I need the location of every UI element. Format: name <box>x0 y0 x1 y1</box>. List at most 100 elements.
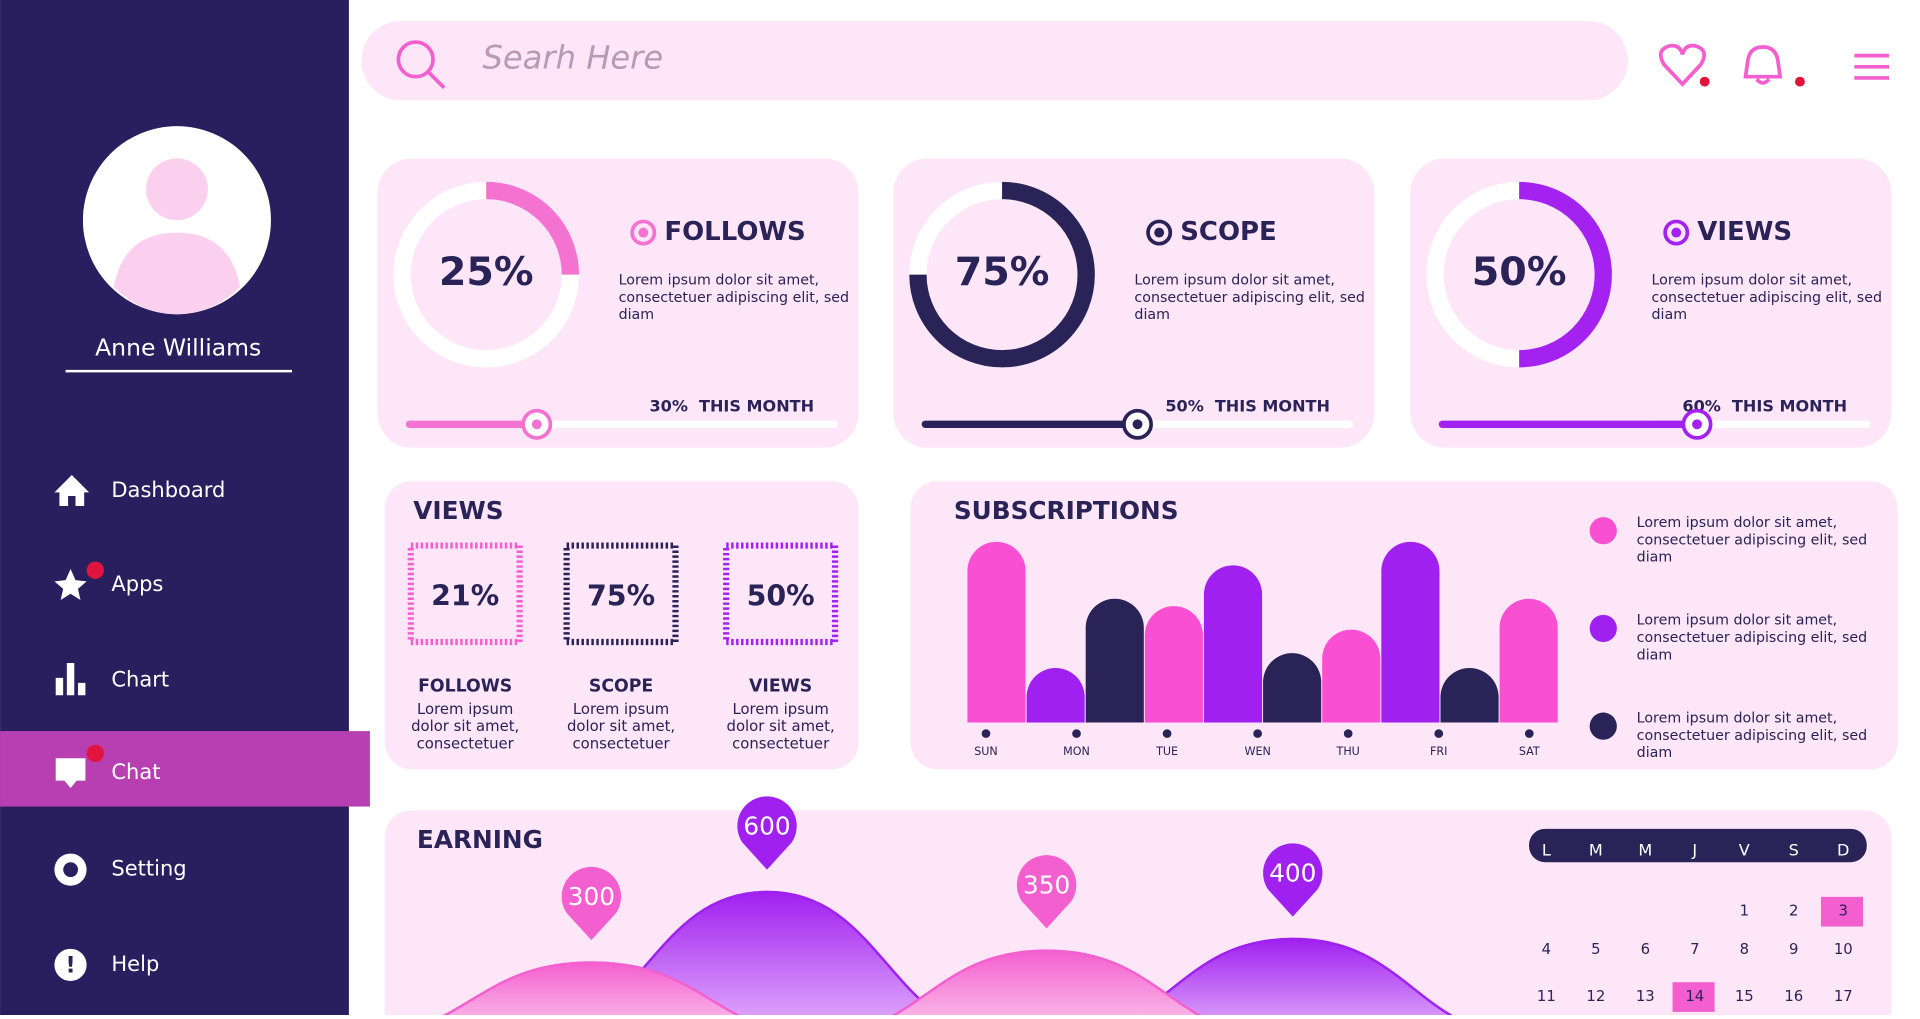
bar <box>1263 653 1322 723</box>
menu-item[interactable]: Chart <box>111 666 169 691</box>
bar <box>1322 629 1381 723</box>
marker-label: 350 <box>1023 870 1070 899</box>
day-dot <box>1434 729 1444 738</box>
calendar-day[interactable]: 5 <box>1591 941 1600 958</box>
day-dot <box>1343 729 1353 738</box>
day-dot <box>1162 729 1172 738</box>
menu-icon[interactable] <box>54 948 87 981</box>
day-highlight <box>1820 896 1864 927</box>
bar <box>1499 598 1558 723</box>
paragraph: Lorem ipsum dolor sit amet, consectetuer… <box>619 271 849 323</box>
day-dot <box>1253 729 1262 738</box>
marker-label: 600 <box>743 812 790 841</box>
marker-pin <box>737 796 797 870</box>
calendar-day[interactable]: 12 <box>1586 988 1605 1005</box>
card-title: SCOPE <box>1180 217 1277 247</box>
badge <box>86 561 104 579</box>
calendar-day[interactable]: 9 <box>1789 941 1798 958</box>
weekday: L <box>1542 841 1551 860</box>
paragraph-text: Lorem ipsum dolor sit amet, consectetuer <box>566 700 676 753</box>
calendar-day[interactable]: 4 <box>1542 941 1551 958</box>
paragraph-text: Lorem ipsum dolor sit amet, consectetuer <box>411 700 520 753</box>
bar <box>967 541 1026 723</box>
title-icon <box>638 227 649 238</box>
day-label: TUE <box>1155 745 1178 758</box>
search-bar[interactable] <box>361 21 1629 101</box>
calendar-day[interactable]: 1 <box>1740 903 1749 920</box>
title-icon <box>1154 227 1165 238</box>
avatar-head <box>146 158 208 221</box>
calendar-day[interactable]: 8 <box>1740 941 1749 958</box>
weekday: M <box>1638 841 1652 860</box>
search-icon <box>426 70 446 90</box>
slider-knob-dot <box>1132 419 1143 430</box>
month-text: THIS MONTH <box>699 396 814 415</box>
weekday: V <box>1739 841 1750 860</box>
month-value: 50% <box>1165 396 1203 415</box>
menu-item[interactable]: Apps <box>111 571 163 596</box>
paragraph: Lorem ipsum dolor sit amet, consectetuer <box>566 700 676 753</box>
calendar-day[interactable]: 16 <box>1784 988 1803 1005</box>
menu-icon[interactable] <box>54 475 90 506</box>
stat-card <box>377 158 859 448</box>
active-item <box>0 731 370 807</box>
menu-item[interactable]: Dashboard <box>111 477 225 502</box>
marker-label: 400 <box>1269 859 1316 888</box>
weekday: M <box>1589 841 1603 860</box>
ring-arc <box>1519 181 1612 368</box>
calendar-day[interactable]: 3 <box>1839 903 1848 920</box>
ring-label: 50% <box>1472 249 1567 295</box>
weekday: J <box>1691 841 1697 860</box>
calendar-day[interactable]: 15 <box>1735 988 1754 1005</box>
stat-card <box>1410 158 1892 448</box>
day-dot <box>981 729 991 738</box>
avatar-body <box>113 232 241 315</box>
marker-pin <box>1263 843 1323 917</box>
bell-icon[interactable] <box>1743 45 1783 85</box>
earning-title: EARNING <box>417 825 543 854</box>
menu-icon[interactable] <box>54 569 87 600</box>
dotted-box <box>407 542 523 646</box>
dotted-box <box>563 542 679 646</box>
heart-icon[interactable] <box>1658 43 1707 87</box>
menu-icon[interactable] <box>55 663 86 696</box>
menu-icon[interactable] <box>55 758 86 789</box>
stat-card <box>893 158 1375 448</box>
search-icon <box>396 40 435 79</box>
menu-item[interactable]: Help <box>111 951 159 976</box>
calendar-day[interactable]: 14 <box>1685 988 1704 1005</box>
calendar-day[interactable]: 6 <box>1641 941 1650 958</box>
day-label: WEN <box>1244 745 1270 758</box>
earning-chart: 600 300 400 350 <box>434 796 1460 1019</box>
menu-icon[interactable] <box>1854 53 1890 80</box>
calendar-day[interactable]: 10 <box>1834 941 1853 958</box>
title-icon <box>1671 227 1682 238</box>
calendar-day[interactable]: 7 <box>1690 941 1699 958</box>
menu-item[interactable]: Setting <box>111 856 186 881</box>
menu-item[interactable]: Chat <box>111 759 160 784</box>
views-value: 21% <box>431 579 499 612</box>
views-item-title: FOLLOWS <box>418 677 512 697</box>
calendar-day[interactable]: 11 <box>1537 988 1556 1005</box>
calendar-day[interactable]: 17 <box>1834 988 1853 1005</box>
month-value: 30% <box>650 396 688 415</box>
bar <box>1203 565 1263 723</box>
paragraph-text: Lorem ipsum dolor sit amet, consectetuer… <box>1636 611 1868 664</box>
legend-dot <box>1589 614 1617 643</box>
marker-pin <box>561 866 622 941</box>
earning-wave <box>434 961 749 1019</box>
user-name: Anne Williams <box>95 333 261 361</box>
slider-knob-dot <box>1692 419 1702 430</box>
bar <box>1085 598 1144 723</box>
search-placeholder[interactable]: Searh Here <box>482 38 663 76</box>
menu-icon[interactable] <box>54 853 87 886</box>
card-title: VIEWS <box>1697 217 1792 247</box>
calendar-day[interactable]: 13 <box>1636 988 1655 1005</box>
icon-mark: ! <box>65 953 75 979</box>
calendar-day[interactable]: 2 <box>1789 903 1798 920</box>
day-dot <box>1524 729 1534 738</box>
marker-label: 300 <box>568 882 615 911</box>
views-item-title: SCOPE <box>589 677 653 697</box>
